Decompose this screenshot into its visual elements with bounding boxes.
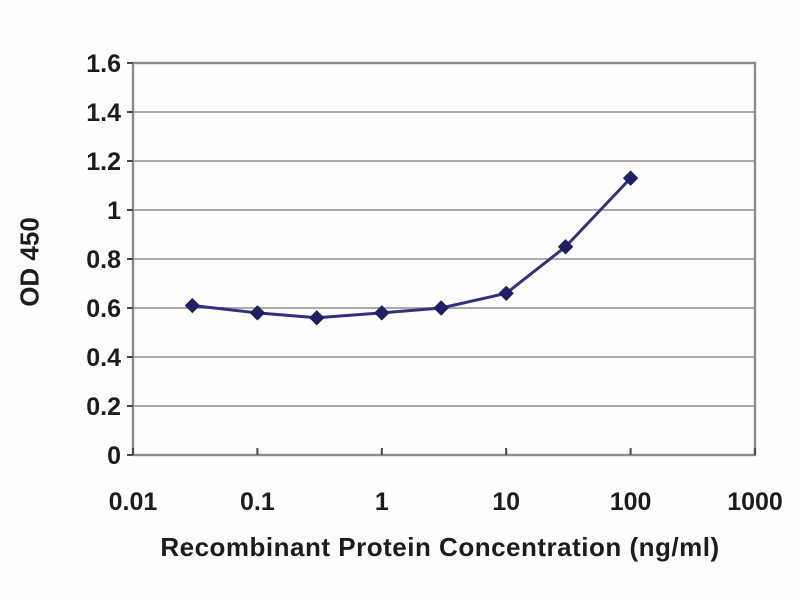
data-point-marker (498, 285, 514, 301)
x-tick-label: 1000 (727, 488, 783, 516)
data-point-marker (433, 300, 449, 316)
x-tick-label: 10 (492, 488, 520, 516)
data-point-marker (309, 310, 325, 326)
series-line (190, 176, 633, 320)
y-tick-label: 0.4 (86, 344, 121, 372)
data-point-marker (184, 298, 200, 314)
y-tick-label: 0 (107, 442, 121, 470)
y-tick-label: 1.6 (86, 50, 121, 78)
y-axis-title: OD 450 (14, 217, 45, 307)
y-tick-label: 0.8 (86, 246, 121, 274)
x-axis-title: Recombinant Protein Concentration (ng/ml… (160, 532, 720, 562)
y-tick-label: 1.4 (86, 99, 121, 127)
x-tick-label: 0.1 (240, 488, 275, 516)
data-point-marker (249, 305, 265, 321)
y-tick-label: 0.6 (86, 295, 121, 323)
x-tick-label: 100 (610, 488, 652, 516)
x-tick-label: 1 (375, 488, 389, 516)
data-point-marker (558, 239, 574, 255)
data-point-marker (623, 170, 639, 186)
x-tick-label: 0.01 (109, 488, 158, 516)
y-tick-label: 0.2 (86, 393, 121, 421)
y-tick-label: 1 (107, 197, 121, 225)
data-point-marker (374, 305, 390, 321)
y-tick-label: 1.2 (86, 148, 121, 176)
